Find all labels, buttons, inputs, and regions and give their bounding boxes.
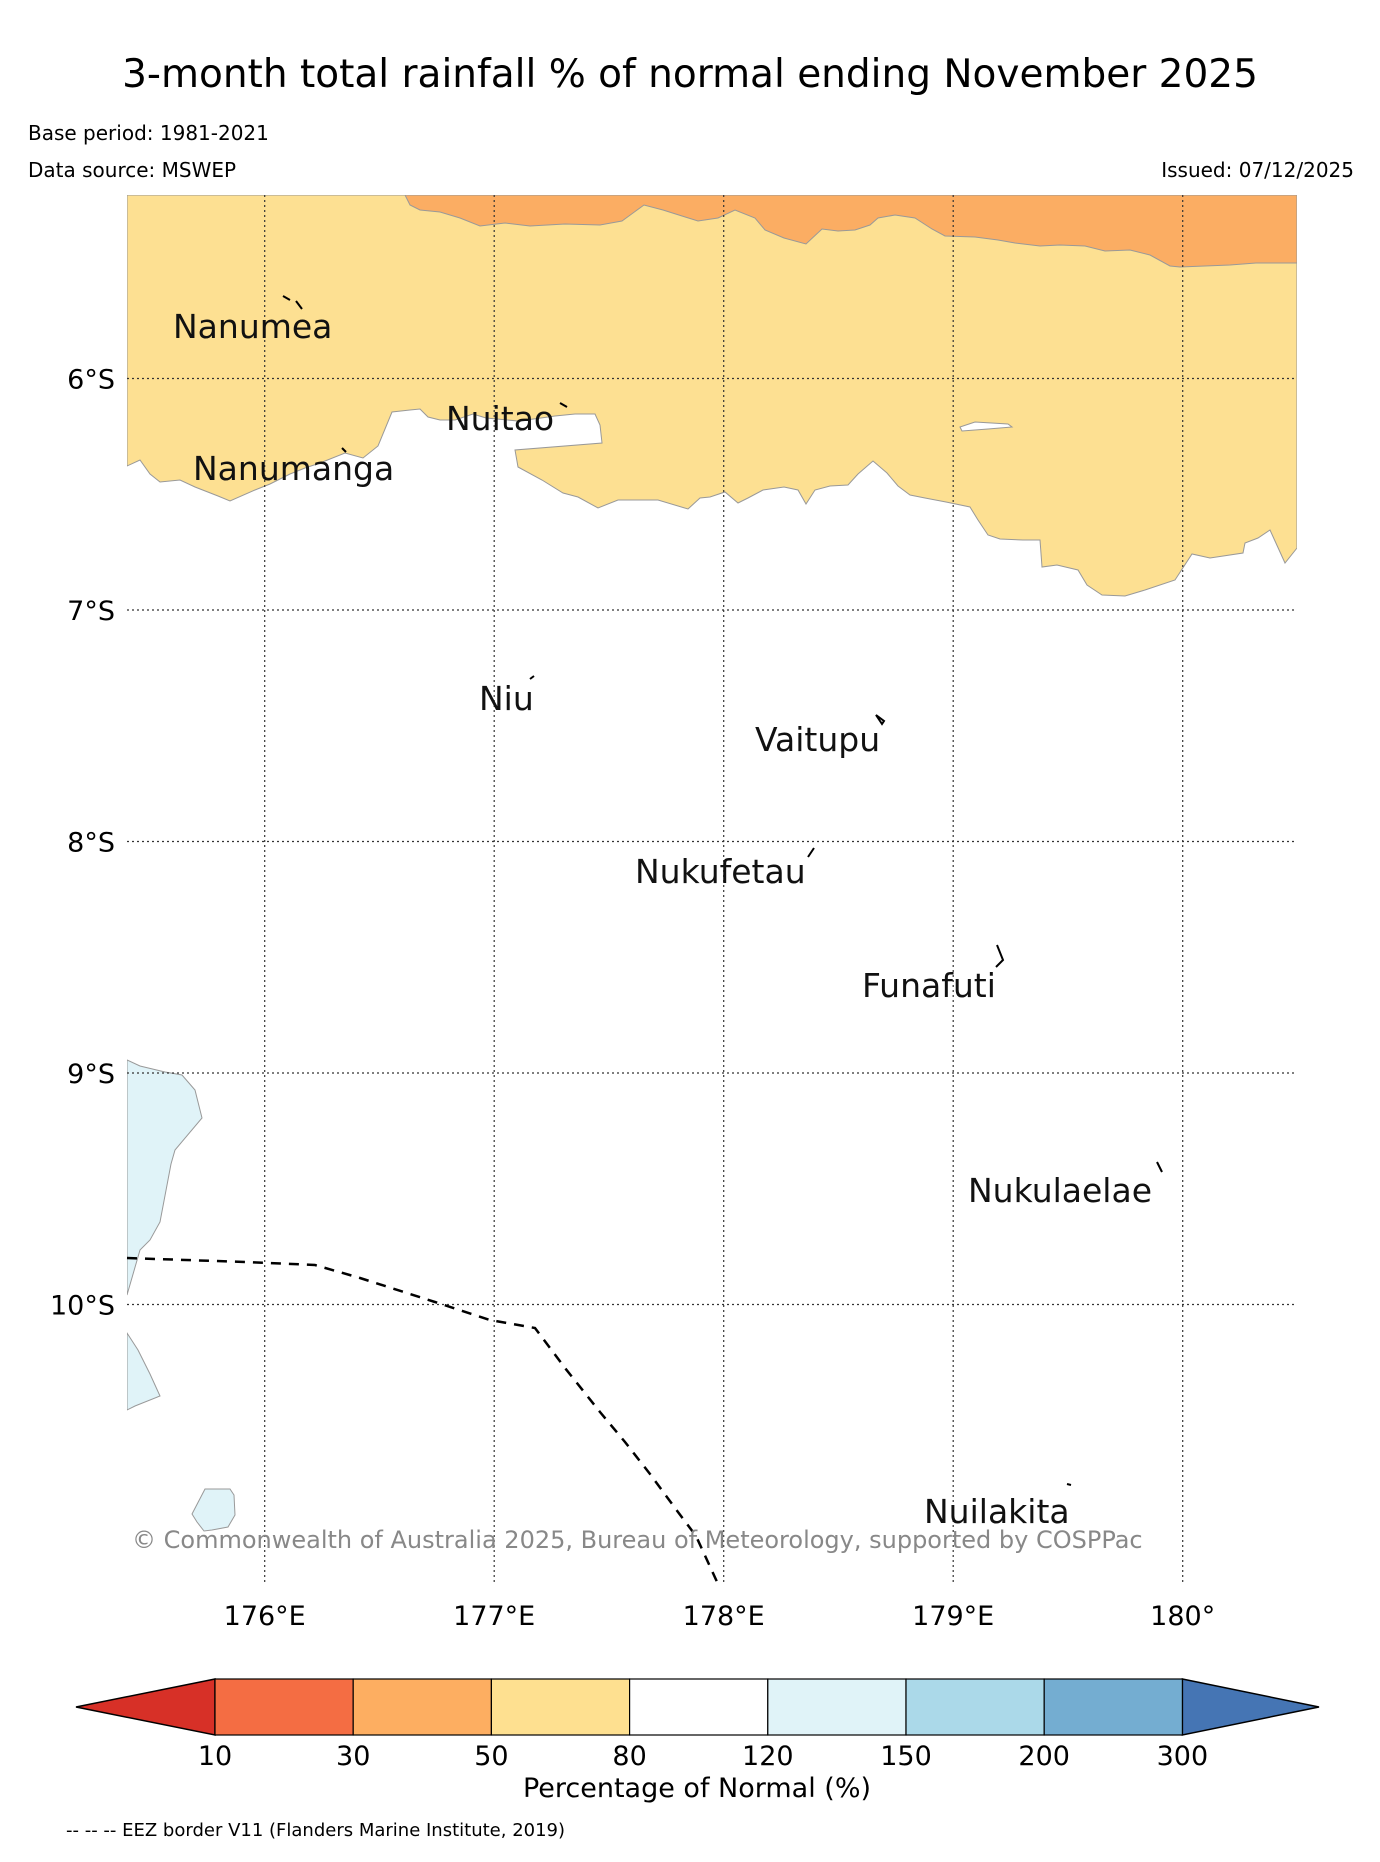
island-label-nuitao: Nuitao: [446, 399, 554, 438]
colorbar: 10 30 50 80 120 150 200 300: [75, 1678, 1320, 1772]
island-label-nukufetau: Nukufetau: [635, 852, 806, 891]
map-title: 3-month total rainfall % of normal endin…: [122, 52, 1258, 97]
axis-tick-labels: 176°E 177°E 178°E 179°E 180° 6°S 7°S 8°S 9°S 10°S: [50, 365, 1215, 1633]
lat-tick-label: 7°S: [67, 596, 115, 627]
colorbar-tick-label: 300: [1157, 1741, 1209, 1772]
copyright-notice: © Commonwealth of Australia 2025, Bureau…: [132, 1526, 1143, 1554]
map-frame: [127, 195, 1297, 1585]
lat-tick-label: 6°S: [67, 365, 115, 396]
colorbar-segment: [352, 1678, 493, 1736]
eez-footnote: -- -- -- EEZ border V11 (Flanders Marine…: [66, 1820, 566, 1841]
lat-tick-label: 9°S: [67, 1059, 115, 1090]
island-label-vaitupu: Vaitupu: [755, 720, 880, 759]
lat-tick-label: 8°S: [67, 828, 115, 859]
colorbar-segment: [490, 1678, 631, 1736]
band-120-150-region: [127, 1332, 161, 1411]
island-nanumea-shape: [282, 295, 303, 310]
lon-tick-label: 176°E: [224, 1601, 306, 1632]
island-label-funafuti: Funafuti: [862, 966, 996, 1005]
island-label-nanumanga: Nanumanga: [193, 449, 394, 488]
island-label-nukulaelae: Nukulaelae: [968, 1171, 1152, 1210]
colorbar-tick-label: 120: [742, 1741, 794, 1772]
island-label-nuilakita: Nuilakita: [924, 1492, 1070, 1531]
island-funafuti-shape: [995, 944, 1005, 968]
lon-tick-label: 180°: [1150, 1601, 1215, 1632]
colorbar-tick-label: 10: [198, 1741, 232, 1772]
colorbar-segment: [905, 1678, 1045, 1736]
colorbar-over-arrow: [1181, 1678, 1320, 1736]
colorbar-tick-label: 200: [1018, 1741, 1070, 1772]
colorbar-label: Percentage of Normal (%): [523, 1773, 871, 1804]
band-120-150-region: [127, 1059, 203, 1296]
gridlines: [127, 195, 1297, 1585]
colorbar-under-arrow: [75, 1678, 216, 1736]
band-120-gap: [959, 421, 1014, 432]
colorbar-tick-label: 30: [336, 1741, 370, 1772]
data-source: Data source: MSWEP: [28, 158, 237, 182]
lat-tick-label: 10°S: [50, 1291, 115, 1322]
band-30-50-region: [404, 195, 1297, 268]
colorbar-tick-label: 150: [880, 1741, 932, 1772]
island-nukulaelae-shape: [1156, 1161, 1163, 1173]
island-labels: Nanumea Nuitao Nanumanga Niu Vaitupu Nuk…: [173, 307, 1152, 1531]
lon-tick-label: 178°E: [683, 1601, 765, 1632]
island-nuilakita-shape: [1066, 1483, 1072, 1486]
island-shapes: [282, 295, 1163, 1486]
colorbar-segment: [767, 1678, 907, 1736]
island-niu-shape: [529, 675, 535, 680]
band-50-80-region: [127, 195, 1297, 597]
band-120-150-region: [191, 1488, 236, 1532]
issued-date: Issued: 07/12/2025: [1161, 158, 1354, 182]
island-label-niu: Niu: [479, 679, 534, 718]
colorbar-segment: [628, 1678, 769, 1736]
colorbar-segment: [214, 1678, 354, 1736]
island-nanumanga-shape: [341, 447, 347, 453]
colorbar-tick-label: 80: [612, 1741, 646, 1772]
colorbar-segment: [1043, 1678, 1183, 1736]
base-period: Base period: 1981-2021: [28, 121, 269, 145]
eez-border: [126, 1256, 720, 1585]
lon-tick-label: 177°E: [453, 1601, 535, 1632]
colorbar-tick-label: 50: [474, 1741, 508, 1772]
lon-tick-label: 179°E: [912, 1601, 994, 1632]
island-vaitupu-shape: [875, 714, 886, 726]
island-nukufetau-shape: [807, 847, 815, 858]
island-label-nanumea: Nanumea: [173, 307, 332, 346]
island-nuitao-shape: [559, 402, 568, 408]
